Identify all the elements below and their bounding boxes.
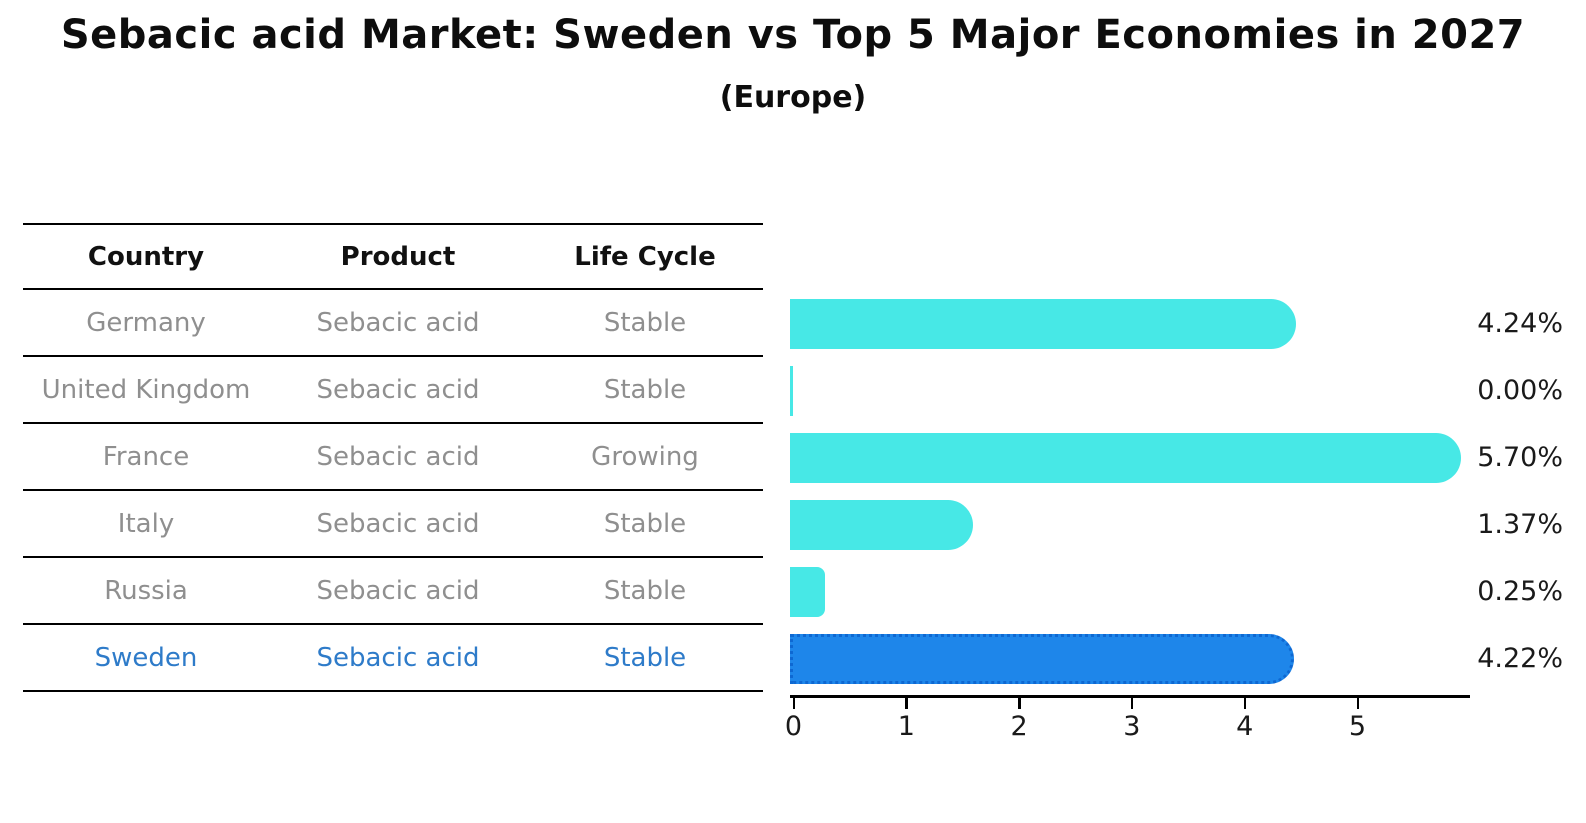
x-tick-mark-3 <box>1130 695 1134 709</box>
product-cell: Sebacic acid <box>316 508 480 539</box>
bar-russia <box>790 566 825 617</box>
value-label-germany: 4.24% <box>1477 307 1563 339</box>
product-cell: Sebacic acid <box>316 307 480 338</box>
product-cell: Sebacic acid <box>316 441 480 472</box>
bar-germany <box>790 298 1297 349</box>
country-cell: Russia <box>104 575 188 606</box>
x-tick-label-2: 2 <box>1010 711 1028 742</box>
bar-france <box>790 432 1461 483</box>
product-cell: Sebacic acid <box>316 642 480 673</box>
country-cell: Sweden <box>94 642 198 673</box>
country-cell: Italy <box>117 508 175 539</box>
table-row-united-kingdom: United Kingdom Sebacic acid Stable <box>23 357 763 424</box>
x-tick-label-5: 5 <box>1348 711 1367 742</box>
chart-title: Sebacic acid Market: Sweden vs Top 5 Maj… <box>60 12 1526 58</box>
x-tick-label-4: 4 <box>1236 711 1254 742</box>
life-cycle-cell: Stable <box>603 307 687 338</box>
life-cycle-cell: Stable <box>603 575 687 606</box>
x-tick-label-0: 0 <box>784 711 803 742</box>
bar-united-kingdom <box>790 365 793 416</box>
value-label-united-kingdom: 0.00% <box>1477 374 1563 406</box>
x-tick-mark-4 <box>1243 695 1247 709</box>
life-cycle-cell: Stable <box>603 508 687 539</box>
table-header-row: Country Product Life Cycle <box>23 223 763 290</box>
product-cell: Sebacic acid <box>316 575 480 606</box>
market-table: Country Product Life Cycle Germany Sebaci… <box>23 223 763 692</box>
country-cell: Germany <box>86 307 206 338</box>
value-label-russia: 0.25% <box>1477 575 1563 607</box>
x-tick-label-3: 3 <box>1123 711 1141 742</box>
column-header-country: Country <box>87 241 205 272</box>
life-cycle-cell: Stable <box>603 374 687 405</box>
x-tick-mark-0 <box>792 695 795 709</box>
life-cycle-cell: Growing <box>591 441 699 472</box>
x-tick-mark-5 <box>1356 695 1359 709</box>
column-header-life-cycle: Life Cycle <box>574 241 716 272</box>
value-label-sweden: 4.22% <box>1477 642 1563 674</box>
column-header-product: Product <box>340 241 456 272</box>
x-tick-mark-1 <box>905 695 908 709</box>
country-cell: United Kingdom <box>41 374 251 405</box>
table-row-germany: Germany Sebacic acid Stable <box>23 290 763 357</box>
value-label-italy: 1.37% <box>1477 508 1563 540</box>
value-label-france: 5.70% <box>1477 441 1563 473</box>
x-axis-line <box>790 695 1470 698</box>
bar-sweden <box>790 633 1294 684</box>
x-tick-label-1: 1 <box>897 711 915 742</box>
table-row-italy: Italy Sebacic acid Stable <box>23 491 763 558</box>
table-row-sweden: Sweden Sebacic acid Stable <box>23 625 763 692</box>
product-cell: Sebacic acid <box>316 374 480 405</box>
country-cell: France <box>102 441 190 472</box>
table-row-russia: Russia Sebacic acid Stable <box>23 558 763 625</box>
bar-italy <box>790 499 973 550</box>
x-tick-mark-2 <box>1018 695 1021 709</box>
life-cycle-cell: Stable <box>603 642 687 673</box>
chart-subtitle: (Europe) <box>719 80 867 115</box>
table-row-france: France Sebacic acid Growing <box>23 424 763 491</box>
